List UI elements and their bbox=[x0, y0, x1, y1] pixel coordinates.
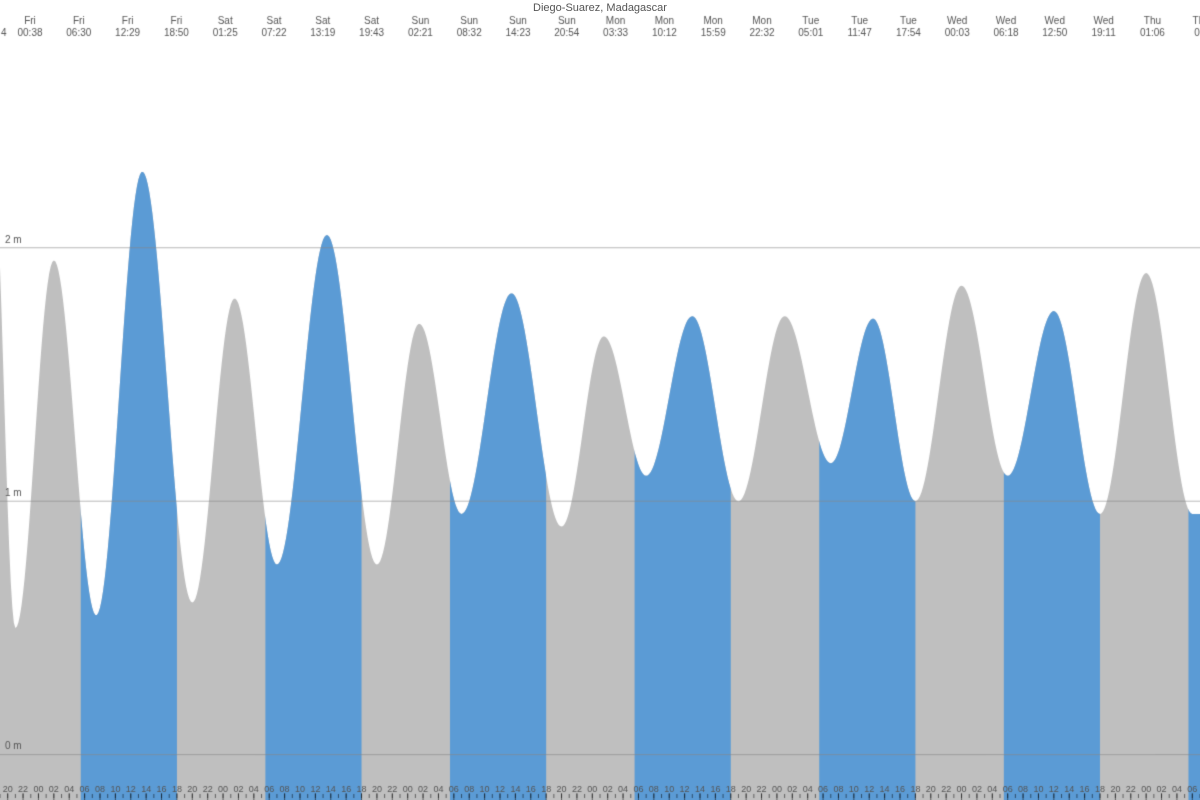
chart-title: Diego-Suarez, Madagascar bbox=[0, 2, 1200, 14]
tide-chart-canvas bbox=[0, 0, 1200, 800]
